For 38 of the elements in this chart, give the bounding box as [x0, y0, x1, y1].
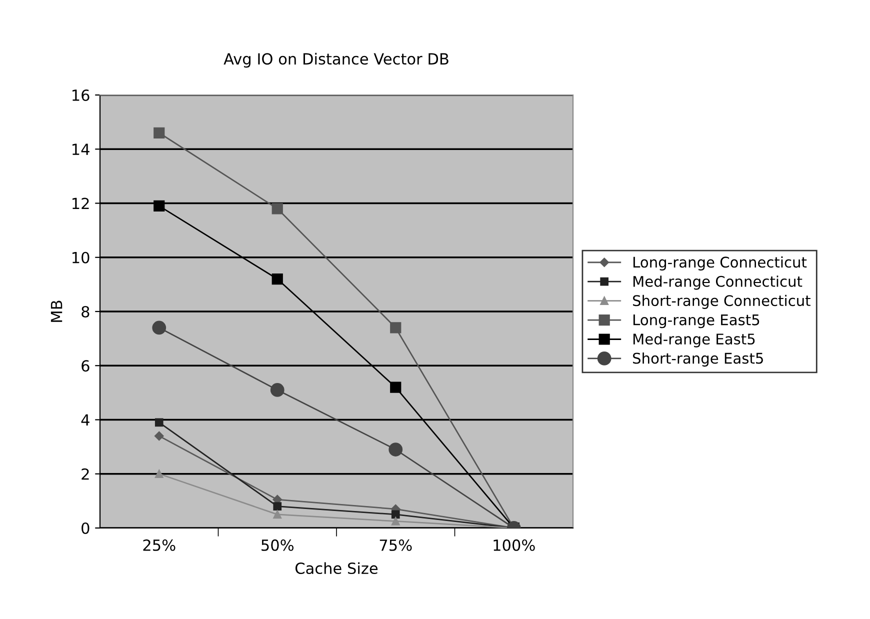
x-tick-label: 75%: [380, 539, 412, 551]
chart-title: Avg IO on Distance Vector DB: [224, 52, 448, 68]
point: [273, 510, 282, 519]
point: [270, 383, 284, 397]
y-tick-label: 16: [72, 89, 90, 102]
point: [154, 127, 165, 138]
legend-label: Med-range East5: [633, 333, 755, 348]
x-tick-label: 25%: [143, 539, 176, 551]
point: [272, 273, 283, 285]
x-tick-label: 50%: [262, 539, 294, 551]
y-tick-label: 4: [81, 414, 90, 426]
point: [390, 382, 402, 393]
point: [154, 200, 165, 212]
point: [154, 431, 164, 441]
y-tick-label: 14: [72, 144, 90, 155]
y-tick-label: 10: [72, 252, 90, 264]
x-tick-label: 100%: [494, 539, 535, 551]
x-axis-title: Cache Size: [295, 562, 378, 574]
legend-label: Long-range Connecticut: [633, 256, 807, 271]
point: [391, 517, 400, 526]
y-axis-title: MB: [50, 300, 62, 322]
legend-label: Short-range Connecticut: [633, 294, 810, 309]
y-tick-label: 6: [82, 360, 90, 372]
legend-label: Short-range East5: [633, 352, 763, 367]
y-tick-label: 2: [82, 468, 89, 480]
point: [272, 203, 283, 214]
y-tick-label: 0: [82, 522, 90, 534]
y-tick-label: 8: [82, 306, 90, 318]
legend-label: Med-range Connecticut: [633, 276, 802, 290]
point: [154, 470, 164, 478]
point: [273, 502, 282, 511]
y-tick-label: 12: [72, 198, 89, 210]
point: [152, 320, 166, 335]
point: [390, 322, 402, 334]
point: [388, 442, 403, 456]
legend-label: Long-range East5: [633, 314, 760, 328]
point: [154, 418, 164, 427]
point: [391, 510, 400, 519]
